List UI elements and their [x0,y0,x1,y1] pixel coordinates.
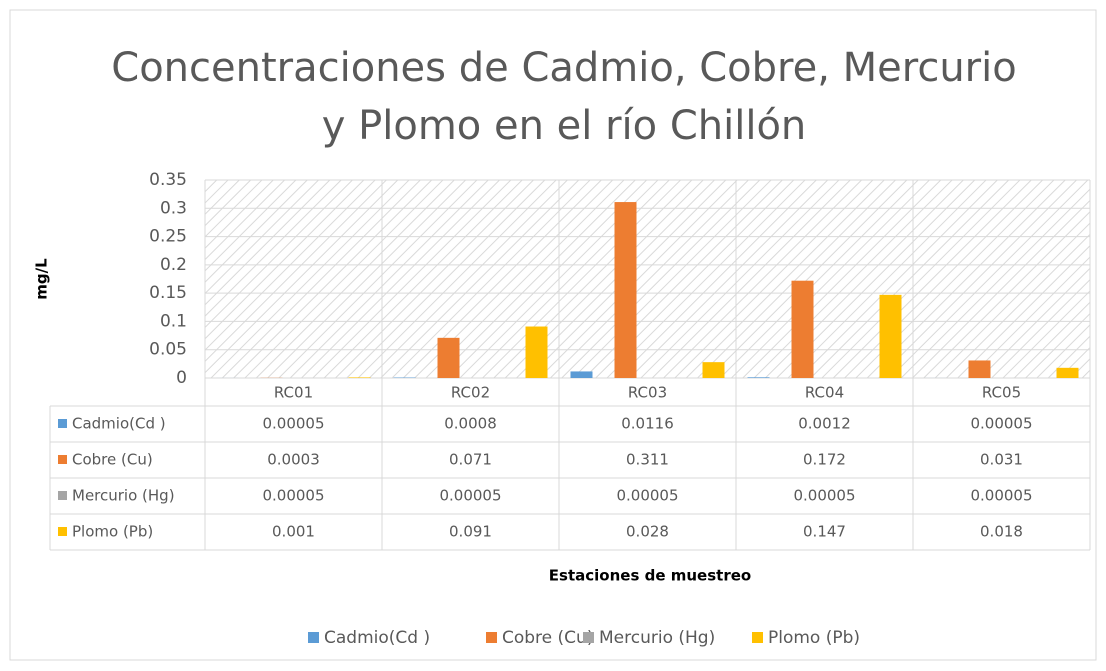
bar [702,362,725,378]
y-tick-label: 0.05 [149,340,187,360]
y-tick-label: 0.25 [149,227,187,247]
table-row-label: Cobre (Cu) [72,451,153,469]
table-value: 0.00005 [970,415,1032,433]
table-value: 0.028 [626,523,669,541]
y-tick-label: 0.1 [160,311,187,331]
legend-label: Cadmio(Cd ) [324,628,430,648]
table-legend-key [58,419,67,428]
table-value: 0.091 [449,523,492,541]
bar [791,280,814,378]
table-legend-key [58,491,67,500]
table-value: 0.00005 [262,415,324,433]
bar [968,360,991,378]
bar [525,326,548,378]
legend-key [583,632,594,643]
y-tick-label: 0.35 [149,170,187,190]
table-value: 0.0008 [444,415,497,433]
x-tick-label: RC04 [805,384,844,402]
legend-label: Plomo (Pb) [768,628,860,648]
chart-title: Concentraciones de Cadmio, Cobre, Mercur… [111,45,1016,91]
legend-key [486,632,497,643]
table-value: 0.172 [803,451,846,469]
table-legend-key [58,455,67,464]
table-value: 0.00005 [616,487,678,505]
y-tick-label: 0.15 [149,283,187,303]
bar [1056,367,1079,378]
x-tick-label: RC01 [274,384,313,402]
table-value: 0.071 [449,451,492,469]
y-tick-label: 0 [176,368,187,388]
table-value: 0.00005 [970,487,1032,505]
plot-background [205,180,1090,378]
bar [437,337,460,378]
table-row-label: Plomo (Pb) [72,523,153,541]
bar [747,377,770,378]
table-row-label: Cadmio(Cd ) [72,415,166,433]
table-value: 0.031 [980,451,1023,469]
bar [570,371,593,378]
table-row-label: Mercurio (Hg) [72,487,175,505]
y-tick-label: 0.3 [160,198,187,218]
x-tick-label: RC02 [451,384,490,402]
bar [614,202,637,378]
table-value: 0.018 [980,523,1023,541]
table-value: 0.001 [272,523,315,541]
x-tick-label: RC03 [628,384,667,402]
x-axis-label: Estaciones de muestreo [549,567,751,585]
legend-key [752,632,763,643]
legend-label: Cobre (Cu) [502,628,593,648]
table-value: 0.147 [803,523,846,541]
table-value: 0.00005 [793,487,855,505]
x-tick-label: RC05 [982,384,1021,402]
table-value: 0.0116 [621,415,674,433]
table-value: 0.0003 [267,451,320,469]
bar [879,294,902,378]
table-value: 0.0012 [798,415,851,433]
table-legend-key [58,527,67,536]
y-axis-label: mg/L [33,258,51,300]
table-value: 0.311 [626,451,669,469]
bar [348,377,371,378]
legend-key [308,632,319,643]
table-value: 0.00005 [439,487,501,505]
chart-title: y Plomo en el río Chillón [322,103,807,149]
y-tick-label: 0.2 [160,255,187,275]
table-value: 0.00005 [262,487,324,505]
legend-label: Mercurio (Hg) [599,628,715,648]
